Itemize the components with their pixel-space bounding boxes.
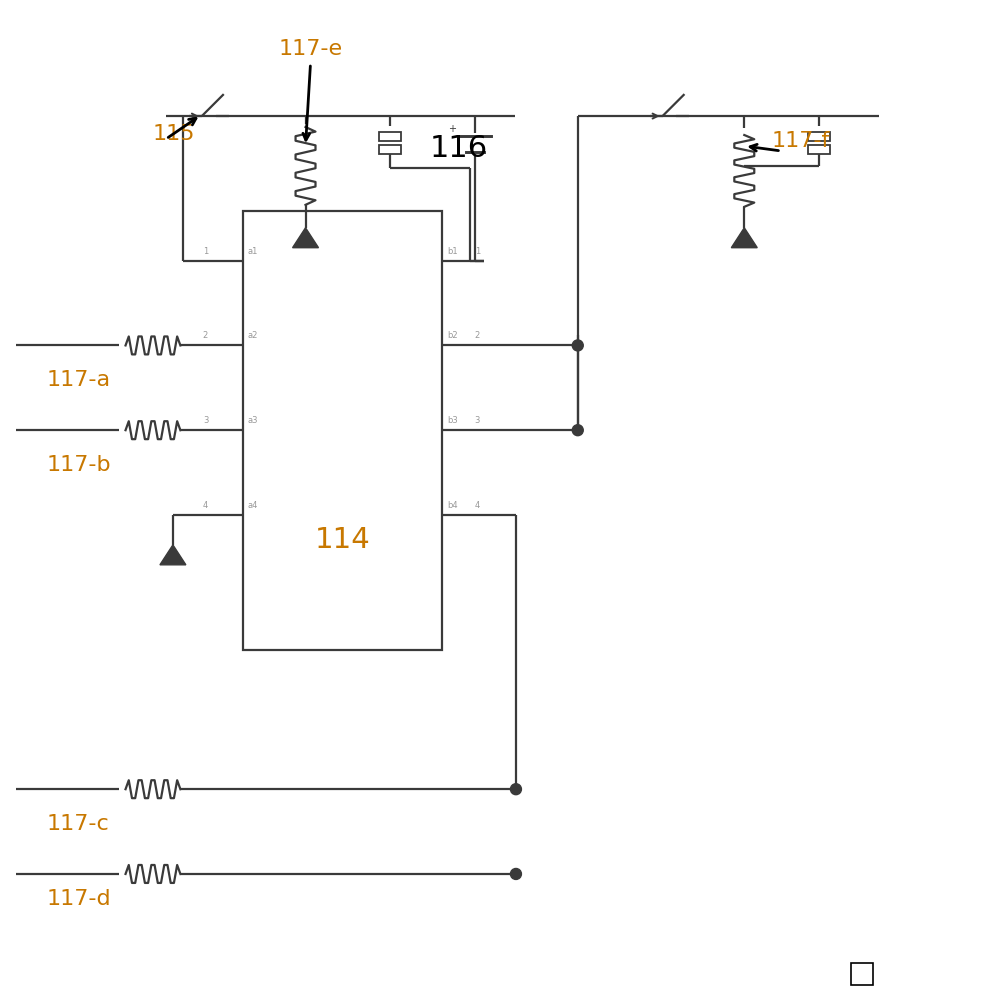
Bar xyxy=(243,211,442,650)
Circle shape xyxy=(572,425,583,436)
Text: b1: b1 xyxy=(447,247,458,256)
Circle shape xyxy=(572,340,583,351)
Text: 117-b: 117-b xyxy=(46,455,110,475)
Text: 2: 2 xyxy=(474,331,479,340)
Text: a1: a1 xyxy=(247,247,257,256)
Text: 2: 2 xyxy=(202,331,208,340)
Text: 4: 4 xyxy=(474,501,479,510)
Text: 117-e: 117-e xyxy=(278,39,342,59)
Polygon shape xyxy=(160,545,185,565)
Text: a2: a2 xyxy=(247,331,257,340)
Polygon shape xyxy=(292,228,318,248)
Text: 4: 4 xyxy=(202,501,208,510)
Text: 114: 114 xyxy=(315,526,370,554)
Text: b3: b3 xyxy=(447,416,458,425)
Text: 117-f: 117-f xyxy=(770,131,829,151)
Polygon shape xyxy=(731,228,756,248)
Bar xyxy=(379,132,401,141)
Bar xyxy=(379,145,401,154)
Circle shape xyxy=(510,868,521,879)
Text: 116: 116 xyxy=(430,134,488,163)
Text: a4: a4 xyxy=(247,501,257,510)
Text: +: + xyxy=(448,124,456,134)
Text: 1: 1 xyxy=(202,247,208,256)
Text: 1: 1 xyxy=(474,247,479,256)
Text: b2: b2 xyxy=(447,331,458,340)
Text: a3: a3 xyxy=(247,416,258,425)
Text: 117-a: 117-a xyxy=(46,370,110,390)
Text: 117-c: 117-c xyxy=(46,814,108,834)
Text: 117-d: 117-d xyxy=(46,889,110,909)
Text: b4: b4 xyxy=(447,501,458,510)
Text: 3: 3 xyxy=(474,416,479,425)
Bar xyxy=(808,145,829,154)
Circle shape xyxy=(510,784,521,795)
Text: 3: 3 xyxy=(202,416,208,425)
Bar xyxy=(850,963,872,985)
Bar xyxy=(808,132,829,141)
Text: 115: 115 xyxy=(153,124,195,144)
